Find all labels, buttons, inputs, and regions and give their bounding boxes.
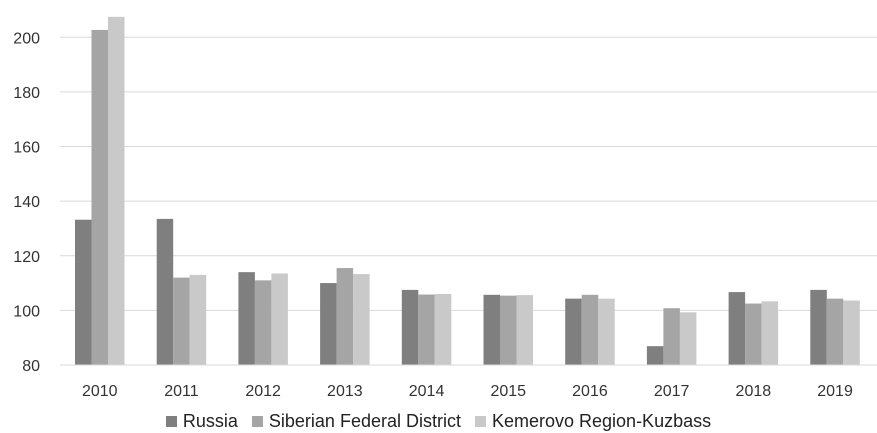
legend-label-siberian-federal-district: Siberian Federal District [268, 410, 461, 431]
y-tick-label: 200 [13, 30, 40, 47]
bar-russia-2015 [483, 294, 500, 365]
legend-item-kemerovo-region-kuzbass: Kemerovo Region-Kuzbass [474, 410, 712, 432]
bar-kemerovo-region-kuzbass-2014 [434, 294, 452, 365]
bar-siberian-federal-district-2013 [336, 268, 354, 365]
bar-siberian-federal-district-2012 [254, 280, 272, 365]
legend-swatch-siberian-federal-district [251, 415, 263, 427]
x-axis-ticks: 2010 2011 2012 2013 2014 2015 2016 2017 2018 2019 [82, 383, 853, 400]
bar-kemerovo-region-kuzbass-2010 [108, 16, 125, 365]
x-tick-label: 2011 [164, 383, 199, 400]
bar-russia-2010 [75, 219, 92, 365]
bars [75, 16, 860, 365]
bar-russia-2017 [646, 346, 664, 365]
x-tick-label: 2017 [654, 383, 690, 400]
bar-kemerovo-region-kuzbass-2015 [516, 295, 533, 365]
y-tick-label: 180 [13, 85, 40, 102]
bar-kemerovo-region-kuzbass-2019 [843, 300, 860, 365]
gridlines [60, 36, 877, 311]
x-tick-label: 2016 [572, 383, 608, 400]
bar-russia-2012 [238, 272, 255, 365]
y-tick-label: 80 [22, 358, 40, 375]
bar-siberian-federal-district-2015 [500, 295, 517, 365]
bar-russia-2011 [156, 218, 174, 365]
legend: Russia Siberian Federal District Kemerov… [0, 409, 877, 433]
bar-kemerovo-region-kuzbass-2013 [353, 274, 370, 365]
bar-kemerovo-region-kuzbass-2018 [761, 301, 779, 365]
bar-kemerovo-region-kuzbass-2017 [679, 312, 697, 365]
y-tick-label: 100 [13, 303, 40, 320]
bar-siberian-federal-district-2014 [418, 294, 435, 365]
bar-kemerovo-region-kuzbass-2016 [598, 298, 615, 365]
y-axis-ticks: 80 100 120 140 160 180 200 [13, 30, 40, 375]
legend-swatch-russia [165, 415, 177, 427]
x-tick-label: 2013 [327, 383, 363, 400]
y-tick-label: 160 [13, 140, 40, 157]
y-tick-label: 120 [13, 249, 40, 266]
bar-kemerovo-region-kuzbass-2011 [189, 274, 207, 365]
bar-siberian-federal-district-2018 [745, 303, 762, 365]
bar-siberian-federal-district-2011 [173, 277, 190, 365]
bar-siberian-federal-district-2010 [91, 29, 108, 365]
bar-russia-2013 [320, 283, 337, 365]
x-tick-label: 2015 [490, 383, 526, 400]
legend-swatch-kemerovo-region-kuzbass [474, 415, 486, 427]
bar-russia-2019 [810, 289, 827, 365]
x-tick-label: 2012 [245, 383, 281, 400]
bar-russia-2018 [728, 292, 746, 365]
bar-kemerovo-region-kuzbass-2012 [271, 273, 288, 365]
legend-item-russia: Russia [165, 410, 238, 432]
bar-siberian-federal-district-2016 [581, 294, 599, 365]
bar-russia-2014 [401, 289, 419, 365]
x-tick-label: 2019 [817, 383, 853, 400]
legend-label-russia: Russia [182, 410, 238, 431]
legend-label-kemerovo-region-kuzbass: Kemerovo Region-Kuzbass [491, 410, 712, 431]
legend-item-siberian-federal-district: Siberian Federal District [251, 410, 461, 432]
x-tick-label: 2014 [409, 383, 445, 400]
x-tick-label: 2010 [82, 383, 118, 400]
x-tick-label: 2018 [736, 383, 772, 400]
y-tick-label: 140 [13, 194, 40, 211]
bar-siberian-federal-district-2019 [826, 298, 844, 365]
bar-siberian-federal-district-2017 [663, 308, 680, 365]
bar-russia-2016 [565, 298, 582, 365]
